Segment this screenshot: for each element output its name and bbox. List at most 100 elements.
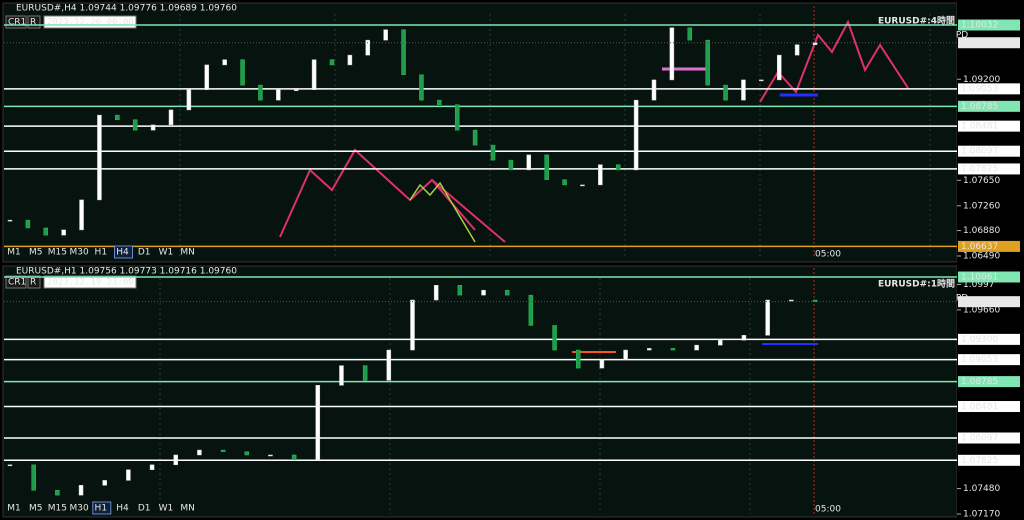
level-label: 1.07825 [961,456,998,466]
candle [454,104,460,131]
current-price-box [958,296,1020,308]
timeframe[interactable]: MN [180,248,195,258]
price-tick-label: 1.0997 [963,280,995,290]
candle [244,451,250,456]
timeframe[interactable]: M1 [7,248,21,258]
candle [575,349,581,369]
timeframe[interactable]: M15 [48,504,67,514]
level-label: 1.09300 [961,335,998,345]
timeframe[interactable]: M5 [29,248,43,258]
candle [457,285,463,296]
candle [669,27,675,81]
level-label-box [958,145,1020,157]
level-label: 1.09053 [961,84,998,94]
level-label: 1.08785 [961,377,998,387]
timeframe[interactable]: D1 [138,248,151,258]
level-label-box [958,376,1020,388]
timeframe[interactable]: M30 [69,504,88,514]
candle [97,114,102,201]
price-tick-label: 1.06490 [963,252,1000,262]
active-timeframe [92,501,112,515]
level-label: 1.08097 [961,434,998,444]
candle [61,229,66,236]
price-tick-label: 1.09660 [963,305,1000,315]
timeframe[interactable]: H1 [95,248,108,258]
chart-label: EURUSD#:1時間 [878,278,955,290]
button[interactable] [5,275,27,289]
candle [276,89,281,101]
timeframe[interactable]: M5 [29,504,43,514]
candle [472,129,478,146]
timeframe[interactable]: M30 [69,248,88,258]
current-price-label: 1.09760 [961,297,998,307]
timeframe[interactable]: M15 [48,248,67,258]
candle [651,79,657,101]
date-box [43,275,137,289]
candle [315,385,321,461]
wave-annotation [759,19,909,103]
current-price-label: 1.09760 [961,38,998,48]
timeframe[interactable]: D1 [138,504,151,514]
candle [7,464,13,467]
candle [365,39,371,56]
candle [718,339,723,346]
timeframe[interactable]: MN [180,504,195,514]
candle [633,99,639,171]
symbol-info: EURUSD#,H1 1.09756 1.09773 1.09716 1.097… [16,267,237,277]
timeframe[interactable]: M1 [7,504,21,514]
candle [149,464,155,470]
button-label: R [30,18,36,28]
candle [794,44,800,56]
candle [765,299,770,336]
candle [168,109,174,126]
candle [386,349,392,381]
button-label: R [30,278,36,288]
time-marker: 05:00 [815,505,841,515]
level-label-box [958,19,1020,31]
candle [115,114,120,120]
button-label: CR1 [8,278,26,288]
vertical-grid [159,14,931,514]
candle [687,27,693,41]
wave-annotation [409,181,476,243]
candle [220,449,226,452]
candle [258,84,263,101]
candle [437,99,442,105]
candle [362,365,368,381]
candle [552,325,557,351]
level-label: 1.10032 [961,21,998,31]
button[interactable] [27,275,41,289]
candle [293,89,299,91]
candle [504,289,510,296]
candle [132,119,138,131]
candle [481,289,486,296]
date: 2023.12.19 23:00 [47,278,134,288]
timeframe[interactable]: W1 [159,504,174,514]
button-label: CR1 [8,18,26,28]
candle [812,42,818,45]
candle [670,348,676,351]
level-label-box [958,271,1020,283]
price-tick-label: 1.07170 [963,510,1000,520]
level-label: 1.10061 [961,273,998,283]
active-timeframe [114,245,133,259]
level-label: 1.08785 [961,102,998,112]
candle [508,159,514,171]
timeframe[interactable]: H4 [116,504,129,514]
candle [741,335,747,341]
timeframe[interactable]: H4 [116,248,129,258]
level-label-box [958,354,1020,366]
candle [789,299,794,302]
candle [240,59,245,86]
candle [490,144,496,161]
candle [694,344,699,351]
level-label-box [958,401,1020,413]
candle [291,454,297,461]
candle [204,64,210,90]
timeframe[interactable]: W1 [159,248,174,258]
level-label-box [958,454,1020,466]
candle [311,59,317,90]
level-label: 1.08097 [961,147,998,157]
timeframe[interactable]: H1 [95,504,108,514]
candle [79,199,84,231]
